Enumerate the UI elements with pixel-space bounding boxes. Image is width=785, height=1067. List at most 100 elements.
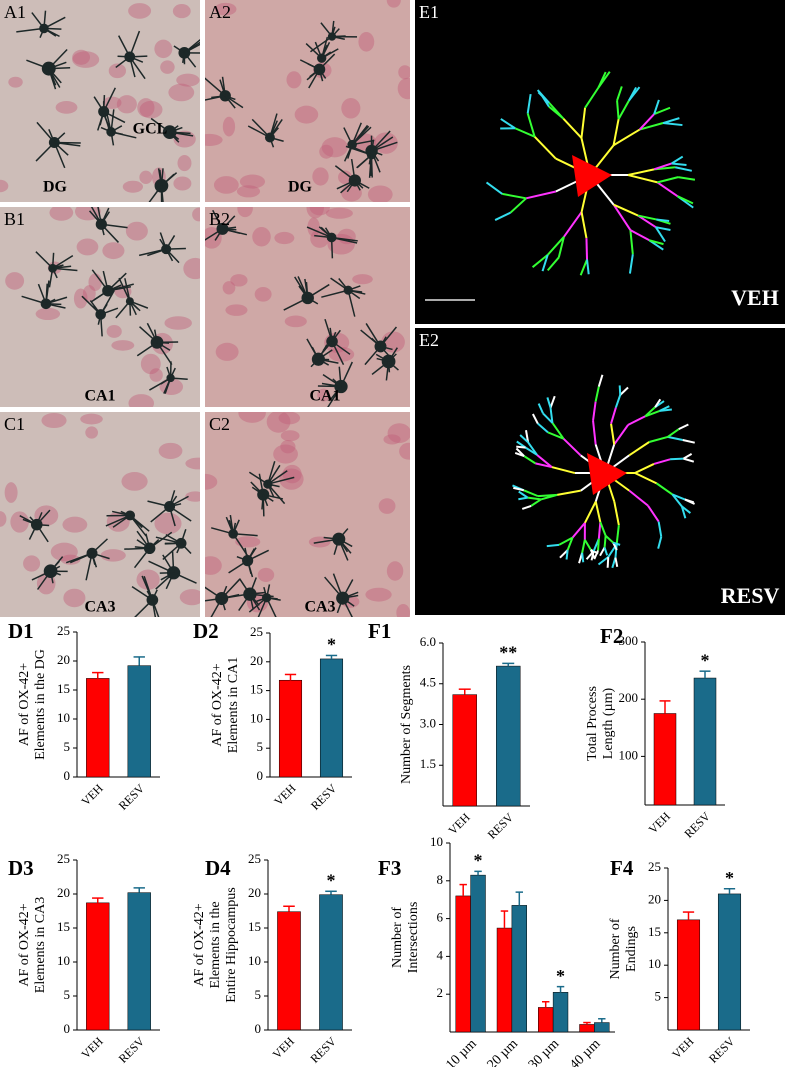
microglia-process bbox=[149, 377, 171, 391]
microglia-process bbox=[50, 556, 64, 572]
microglia-process bbox=[379, 345, 394, 361]
y-tick-label: 3.0 bbox=[420, 715, 436, 730]
cell-nucleus bbox=[128, 394, 155, 407]
microglia-process bbox=[100, 211, 111, 225]
process-segment bbox=[653, 99, 660, 115]
cell-nucleus bbox=[139, 100, 163, 119]
image-panel: E1 VEH bbox=[415, 0, 785, 324]
microglia-process bbox=[365, 323, 382, 347]
microglia-process bbox=[354, 179, 370, 189]
y-tick-label: 15 bbox=[57, 681, 70, 696]
microglia-process bbox=[91, 269, 109, 292]
bar bbox=[452, 694, 477, 807]
microglia-process bbox=[69, 552, 93, 564]
process-segment bbox=[514, 451, 525, 458]
microglia-process bbox=[35, 251, 54, 269]
microglia-process bbox=[371, 141, 398, 152]
microglia-process bbox=[210, 598, 223, 617]
microglia-process bbox=[314, 234, 332, 239]
process-segment bbox=[546, 543, 560, 548]
cell-nucleus bbox=[205, 556, 222, 575]
y-axis-label: Elements in the bbox=[208, 901, 223, 988]
process-segment bbox=[654, 398, 662, 408]
microglia-process bbox=[342, 579, 354, 599]
process-segment bbox=[594, 501, 602, 523]
cell-nucleus bbox=[50, 542, 78, 562]
chart-label: F3 bbox=[378, 856, 401, 880]
microglia-process bbox=[238, 593, 251, 612]
process-segment bbox=[682, 439, 695, 444]
y-axis-label: Number of bbox=[390, 907, 405, 968]
process-segment bbox=[594, 386, 600, 402]
microglia-process bbox=[205, 77, 226, 97]
cell-nucleus bbox=[398, 65, 410, 80]
cell-nucleus bbox=[279, 468, 304, 490]
microglia-process bbox=[43, 10, 47, 29]
bar bbox=[594, 1022, 610, 1033]
microglia-process bbox=[131, 586, 153, 601]
process-segment bbox=[662, 117, 680, 124]
microglia-process bbox=[53, 141, 69, 156]
y-tick-label: 20 bbox=[57, 652, 70, 667]
cell-nucleus bbox=[252, 227, 271, 247]
process-segment bbox=[509, 197, 527, 214]
y-tick-label: 5 bbox=[655, 989, 662, 1004]
bar bbox=[127, 665, 151, 778]
microglia-process bbox=[267, 483, 286, 505]
image-text: CA1 bbox=[84, 388, 115, 405]
cell-nucleus bbox=[41, 412, 67, 429]
cell-nucleus bbox=[378, 498, 396, 514]
microglia-process bbox=[269, 113, 278, 138]
y-axis-label: Number of Segments bbox=[399, 665, 414, 784]
microglia-process bbox=[168, 506, 176, 527]
microglia-process bbox=[331, 26, 336, 37]
microglia-process bbox=[36, 512, 43, 525]
microglia-process bbox=[169, 131, 180, 143]
microglia-process bbox=[321, 41, 331, 59]
y-tick-label: 10 bbox=[57, 953, 70, 968]
image-background bbox=[0, 207, 200, 407]
process-segment bbox=[581, 552, 585, 563]
microglia-process bbox=[219, 79, 226, 97]
process-segment bbox=[519, 434, 529, 444]
cell-nucleus bbox=[321, 137, 348, 158]
microglia-process bbox=[102, 111, 112, 134]
cell-nucleus bbox=[399, 442, 410, 460]
process-segment bbox=[494, 211, 511, 221]
bar bbox=[319, 658, 344, 778]
microglia-process bbox=[148, 560, 174, 574]
process-segment bbox=[525, 190, 557, 200]
microglia-process bbox=[36, 524, 49, 543]
microglia-process bbox=[338, 366, 342, 387]
cell-nucleus bbox=[286, 71, 302, 89]
y-axis-label: AF of OX-42+ bbox=[192, 903, 207, 986]
microglia-process bbox=[157, 168, 163, 186]
image-text: GCL bbox=[133, 121, 168, 138]
cell-nucleus bbox=[128, 3, 152, 19]
y-tick-label: 6 bbox=[437, 910, 444, 925]
image-text: RESV bbox=[721, 583, 780, 608]
panel-label: C2 bbox=[209, 414, 230, 434]
microglia-process bbox=[371, 360, 390, 376]
microglia-process bbox=[169, 505, 192, 522]
microglia-process bbox=[53, 142, 66, 169]
microglia-process bbox=[139, 326, 158, 343]
x-tick-label: RESV bbox=[706, 1034, 738, 1066]
image-panel: C2 CA3 bbox=[205, 412, 410, 617]
microglia-process bbox=[379, 326, 398, 347]
microglia-process bbox=[205, 228, 223, 241]
cell-nucleus bbox=[122, 180, 144, 193]
microglia-process bbox=[110, 125, 123, 133]
microglia-process bbox=[165, 572, 175, 590]
microglia-process bbox=[331, 236, 358, 244]
process-segment bbox=[638, 113, 655, 131]
process-segment bbox=[647, 505, 660, 523]
cell-nucleus bbox=[319, 144, 334, 159]
microglia-process bbox=[336, 597, 344, 614]
microglia-process bbox=[85, 553, 93, 581]
chart-label: D2 bbox=[193, 619, 219, 643]
bar bbox=[319, 894, 343, 1031]
microglia-process bbox=[148, 185, 163, 202]
process-segment bbox=[521, 504, 532, 510]
